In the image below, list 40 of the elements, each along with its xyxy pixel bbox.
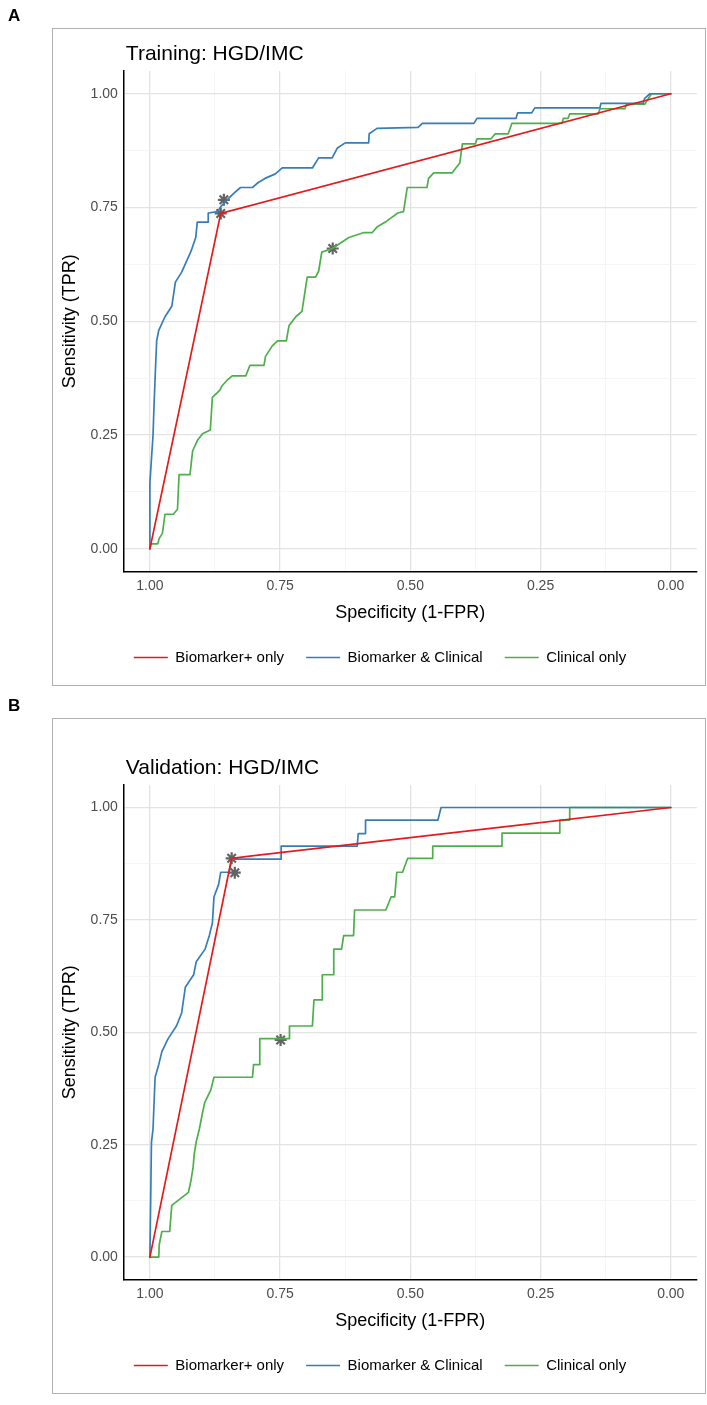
x-tick-label: 0.50 <box>396 576 425 593</box>
x-tick-label: 0.75 <box>266 1284 294 1301</box>
text: B <box>8 696 21 716</box>
point <box>325 241 340 256</box>
x-tick-label: 0.50 <box>396 1284 425 1301</box>
y-tick-label: 0.00 <box>90 1247 119 1264</box>
y-tick-label: 0.50 <box>90 1023 119 1040</box>
legend-label: Biomarker & Clinical <box>347 1355 483 1373</box>
x-tick-label: 0.25 <box>526 1284 555 1301</box>
legend-label: Biomarker+ only <box>175 1355 285 1373</box>
y-tick-label: 0.25 <box>90 425 119 442</box>
x-tick-label: 0.75 <box>266 576 294 593</box>
y-tick-label: 0.75 <box>90 198 119 215</box>
legend-label: Clinical only <box>546 1355 627 1373</box>
y-tick-label: 0.00 <box>90 539 119 556</box>
x-tick-label: 1.00 <box>136 576 164 593</box>
text: A <box>8 6 21 26</box>
point <box>224 851 239 866</box>
point <box>213 206 228 221</box>
y-tick-label: 1.00 <box>90 798 119 815</box>
chart-title: Validation: HGD/IMC <box>125 755 320 779</box>
legend-label: Biomarker & Clinical <box>347 647 483 665</box>
x-axis-title: Specificity (1-FPR) <box>335 1310 486 1331</box>
x-tick-label: 0.00 <box>657 1284 685 1301</box>
x-axis-title: Specificity (1-FPR) <box>335 602 486 623</box>
point <box>227 865 242 880</box>
y-tick-label: 0.75 <box>90 910 119 927</box>
chart-title: Training: HGD/IMC <box>125 41 304 65</box>
point <box>273 1032 288 1048</box>
legend-label: Biomarker+ only <box>175 647 285 665</box>
x-tick-label: 0.25 <box>526 576 555 593</box>
y-tick-label: 0.25 <box>90 1135 119 1152</box>
point <box>216 192 231 207</box>
y-tick-label: 0.50 <box>90 312 119 329</box>
y-axis-title: Sensitivity (TPR) <box>58 254 79 389</box>
x-tick-label: 1.00 <box>136 1284 164 1301</box>
y-axis-title: Sensitivity (TPR) <box>58 965 79 1100</box>
x-tick-label: 0.00 <box>657 576 685 593</box>
y-tick-label: 1.00 <box>90 84 119 101</box>
legend-label: Clinical only <box>546 647 627 665</box>
